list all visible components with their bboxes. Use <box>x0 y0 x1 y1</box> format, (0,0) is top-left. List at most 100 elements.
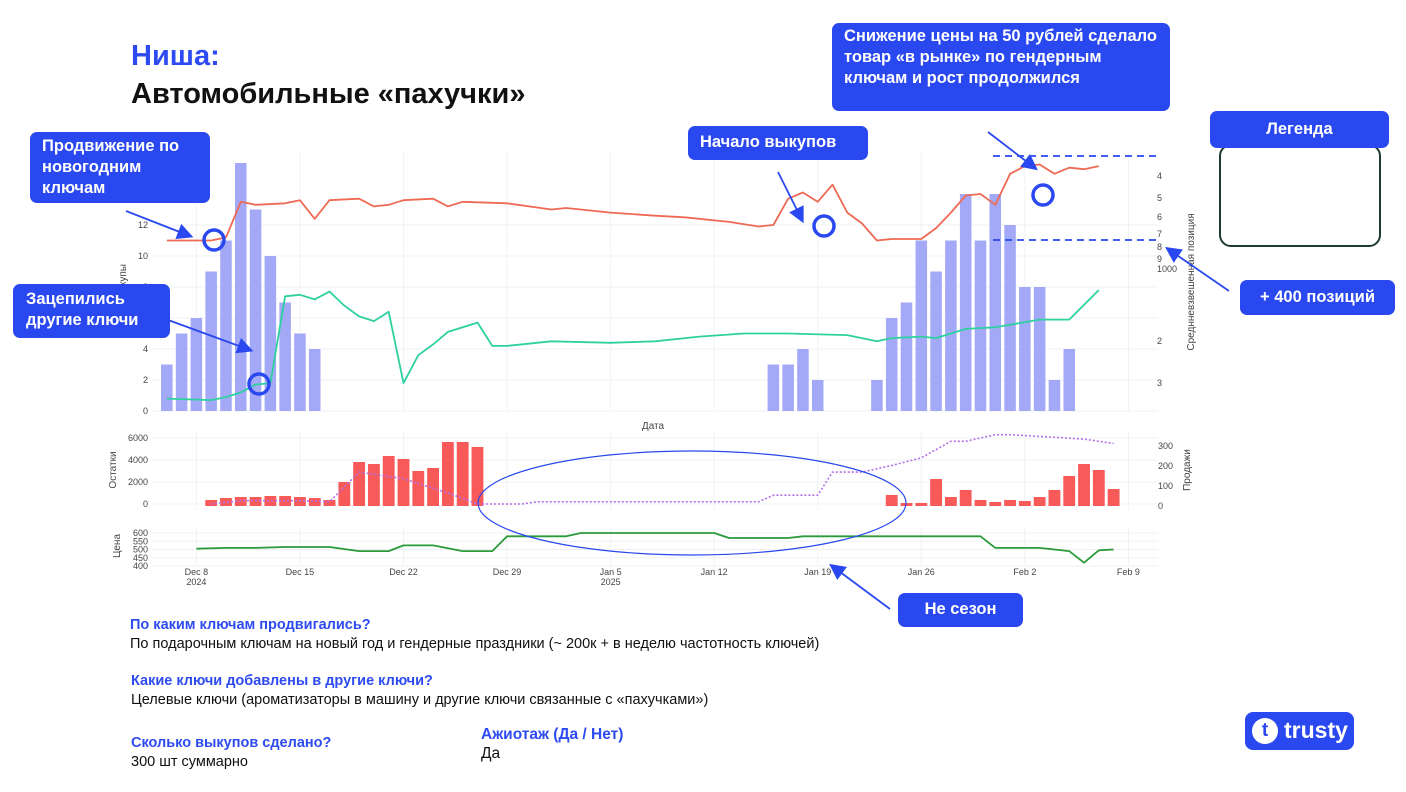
sales-bar <box>1033 497 1046 506</box>
buyouts-bar <box>930 271 942 411</box>
buyouts-bar <box>871 380 883 411</box>
x-tick-label: Dec 22 <box>389 567 418 577</box>
main-y2-tick: 8 <box>1157 242 1162 252</box>
buyouts-bar <box>161 364 173 411</box>
bottom-y-tick: 550 <box>133 536 148 546</box>
arrow-buyouts-start <box>777 171 804 224</box>
x-tick-label: Feb 2 <box>1013 567 1036 577</box>
sales-bar <box>989 502 1002 506</box>
annotations <box>125 131 1230 610</box>
trusty-logo: t trusty <box>1245 712 1354 750</box>
main-y2-label: Среднневзвешенная позиция <box>1186 213 1197 350</box>
x-tick-label: Dec 8 <box>185 567 209 577</box>
x-tick-label: Dec 15 <box>286 567 315 577</box>
marker-circle-other-keys <box>247 372 271 396</box>
x-tick-label: Feb 9 <box>1117 567 1140 577</box>
x-tick-label: Jan 12 <box>701 567 728 577</box>
x-tick-year-label: 2025 <box>601 577 621 587</box>
marker-circle-price-drop <box>1031 183 1055 207</box>
axis-labels: 024681012ВыкупыДата456789100023Среднневз… <box>108 171 1197 587</box>
mid-y2-label: Продажи <box>1182 449 1193 491</box>
sales-bar <box>205 500 218 506</box>
sales-bar <box>323 500 336 506</box>
buyouts-bar <box>945 240 957 411</box>
mid-y2-tick: 300 <box>1158 441 1173 451</box>
main-lines <box>166 163 1100 402</box>
arrow-other-keys <box>159 316 254 354</box>
buyouts-bar <box>205 271 217 411</box>
sales-bar <box>338 482 351 506</box>
main-y2-tick: 7 <box>1157 229 1162 239</box>
callout-other-keys-hooked: Зацепились другие ключи <box>13 284 170 338</box>
sales-bar <box>471 447 484 506</box>
question-hype: Ажиотаж (Да / Нет) <box>481 726 624 743</box>
sales-bar <box>441 442 454 506</box>
legend-frame <box>1219 144 1381 247</box>
main-y2-tick: 5 <box>1157 193 1162 203</box>
buyouts-bar <box>797 349 809 411</box>
buyouts-bar <box>279 302 291 411</box>
stock-line <box>211 433 1114 505</box>
sales-bar <box>930 479 943 506</box>
mid-y2-tick: 200 <box>1158 461 1173 471</box>
bottom-y-tick: 450 <box>133 553 148 563</box>
buyouts-bar <box>811 380 824 411</box>
sales-bar <box>1018 501 1031 506</box>
price-line-group <box>196 532 1114 564</box>
main-y2-tick: 6 <box>1157 212 1162 222</box>
sales-bar <box>382 456 395 506</box>
callout-legend-title: Легенда <box>1210 111 1389 148</box>
sales-bar <box>308 498 321 506</box>
mid-y-tick: 4000 <box>128 455 148 465</box>
buyouts-bar <box>1004 225 1016 411</box>
buyouts-bar <box>190 318 203 411</box>
other-keys-line <box>166 289 1100 402</box>
stock-line-group <box>211 433 1114 505</box>
x-tick-label: Dec 29 <box>493 567 522 577</box>
trusty-logo-text: trusty <box>1284 717 1348 743</box>
page-title-niche: Ниша: <box>131 40 220 72</box>
arrow-price-drop <box>987 131 1038 171</box>
mid-y-tick: 6000 <box>128 433 148 443</box>
main-x-label: Дата <box>642 421 665 432</box>
buyouts-bar <box>1048 380 1061 411</box>
buyouts-bar <box>915 240 928 411</box>
main-y2-tick: 1000 <box>1157 264 1177 274</box>
sales-bar <box>915 503 928 506</box>
bottom-y-label: Цена <box>112 534 123 558</box>
sales-bar <box>367 464 380 506</box>
x-tick-year-label: 2024 <box>186 577 206 587</box>
buyouts-bar <box>1063 349 1076 411</box>
sales-bar <box>1092 470 1105 506</box>
buyouts-bar <box>249 209 262 411</box>
trusty-logo-icon: t <box>1252 718 1278 744</box>
buyouts-bar <box>294 333 306 411</box>
buyouts-bars <box>161 163 1076 411</box>
buyouts-bar <box>264 256 277 411</box>
callout-promotion: Продвижение по новогодним ключам <box>30 132 210 203</box>
off-season-ellipse <box>477 450 907 556</box>
answer-buyouts: 300 шт суммарно <box>131 754 248 770</box>
main-y-tick: 12 <box>138 220 148 230</box>
mid-y-tick: 0 <box>143 499 148 509</box>
bottom-y-tick: 600 <box>133 528 148 538</box>
sales-bar <box>1063 476 1076 506</box>
main-y-tick: 2 <box>143 375 148 385</box>
callout-buyouts-start: Начало выкупов <box>688 126 868 160</box>
buyouts-bar <box>308 349 321 411</box>
marker-circle-promotion <box>202 228 226 252</box>
main-y-label: Выкупы <box>118 264 129 300</box>
sales-bar <box>974 500 987 506</box>
mid-y2-tick: 0 <box>1158 501 1163 511</box>
buyouts-bar <box>220 240 232 411</box>
main-y2-tick: 4 <box>1157 171 1162 181</box>
sales-bar <box>397 459 410 506</box>
sales-bar <box>944 497 957 506</box>
buyouts-bar <box>1019 287 1031 411</box>
answer-hype: Да <box>481 745 501 762</box>
sales-bar <box>1107 489 1120 506</box>
price-line <box>196 532 1114 564</box>
question-buyouts: Сколько выкупов сделано? <box>131 735 332 751</box>
mid-y-tick: 2000 <box>128 477 148 487</box>
callout-price-drop: Снижение цены на 50 рублей сделало товар… <box>832 23 1170 111</box>
